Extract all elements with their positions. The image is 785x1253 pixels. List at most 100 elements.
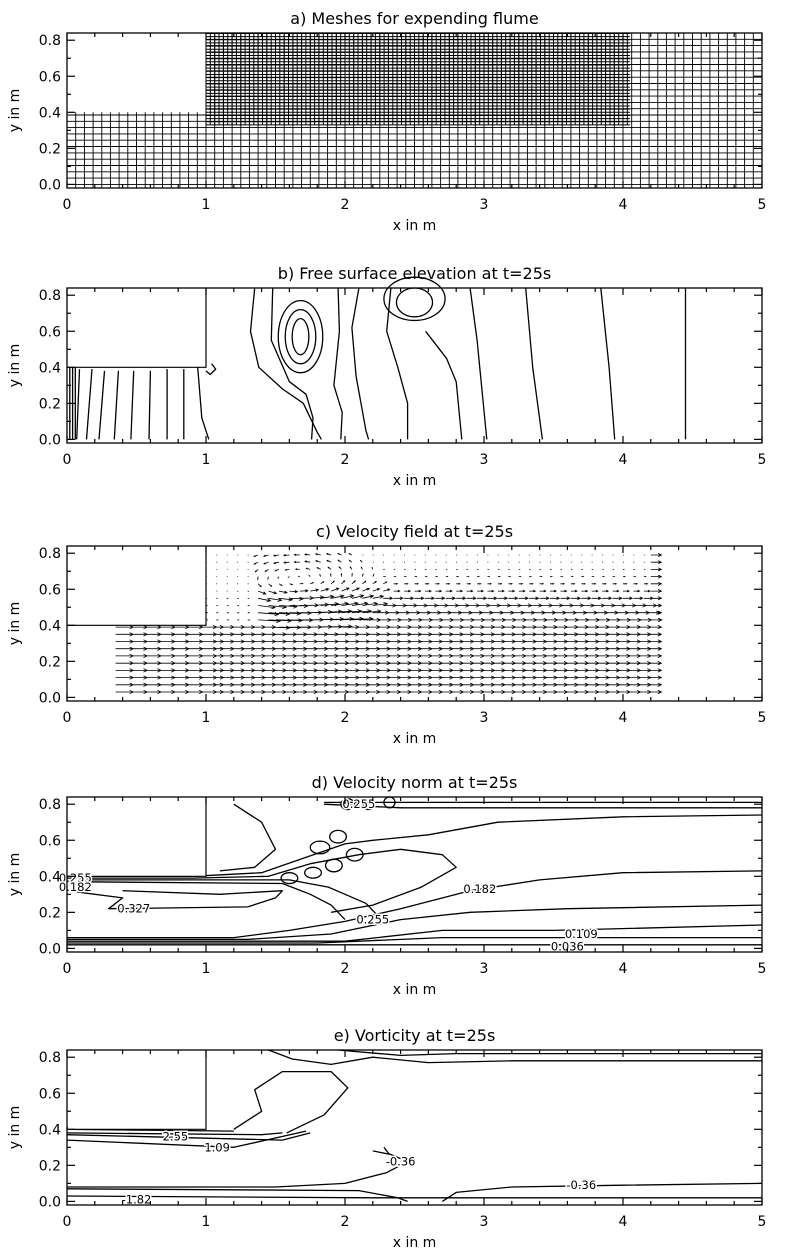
y-tick-label: 0.6 — [39, 1086, 61, 1102]
contour-line — [67, 848, 457, 913]
contour-loop — [280, 872, 299, 885]
y-tick-label: 0.4 — [39, 618, 61, 634]
x-axis-label: x in m — [393, 731, 437, 747]
contour-label: -0.36 — [566, 1178, 596, 1192]
ticks — [66, 1050, 763, 1205]
panel-e: 2.55 1.09 -0.36 -0.36 -1.82 0 1 2 3 4 5 0.0 0.2 0.4 0.… — [7, 1026, 766, 1251]
y-tick-label: 0.2 — [39, 1158, 61, 1174]
step-mask — [68, 798, 206, 877]
plot-area: 20 cm/s — [67, 546, 663, 695]
contour-line — [67, 814, 763, 877]
contour-line — [205, 363, 217, 376]
contour-label: 0.182 — [59, 880, 92, 894]
ticks — [66, 546, 763, 701]
contour-line — [67, 904, 763, 941]
y-tick-label: 0.8 — [39, 1050, 61, 1066]
ticks — [66, 33, 763, 188]
step-wall — [67, 288, 207, 368]
contour-label: -1.82 — [122, 1193, 152, 1207]
y-tick-label: 0.4 — [39, 869, 61, 885]
y-tick-label: 0.0 — [39, 690, 61, 706]
contour-line — [425, 330, 463, 440]
contour-line — [76, 369, 81, 440]
x-tick-label: 0 — [63, 1214, 72, 1230]
contour-line — [67, 1150, 409, 1188]
contour-loop — [345, 847, 364, 862]
x-axis-label: x in m — [393, 473, 437, 489]
x-tick-label: 5 — [758, 452, 767, 468]
contour-line — [351, 287, 370, 440]
contour-line — [338, 1049, 762, 1057]
x-tick-label: 2 — [341, 1214, 350, 1230]
x-tick-label: 2 — [341, 710, 350, 726]
contour-loop — [277, 299, 324, 374]
contour-line — [113, 370, 120, 440]
contour-line — [249, 287, 322, 440]
contour-loop — [309, 840, 331, 855]
plot-frame — [66, 287, 763, 444]
y-tick-label: 0.4 — [39, 1122, 61, 1138]
step-wall — [67, 1050, 207, 1130]
y-axis-label: y in m — [7, 602, 23, 646]
y-tick-label: 0.8 — [39, 797, 61, 813]
x-tick-label: 2 — [341, 961, 350, 977]
x-tick-label: 0 — [63, 452, 72, 468]
y-tick-label: 0.8 — [39, 33, 61, 49]
contour-label: 0.182 — [463, 882, 496, 896]
contour-line — [270, 287, 314, 440]
y-tick-label: 0.4 — [39, 360, 61, 376]
x-tick-label: 2 — [341, 452, 350, 468]
panel-b: 0 1 2 3 4 5 0.0 0.2 0.4 0.6 0.8 b) Free surface ele… — [7, 264, 766, 489]
panel-c: 20 cm/s 0 1 2 3 4 5 0.0 0.2 0.4 0.6 0.8 c) Velocity … — [7, 522, 766, 747]
x-tick-label: 0 — [63, 197, 72, 213]
y-tick-label: 0.2 — [39, 141, 61, 157]
panel-title: e) Vorticity at t=25s — [334, 1026, 496, 1045]
contour-line — [219, 803, 277, 872]
contour-label: 0.255 — [356, 913, 389, 927]
contour-line — [148, 370, 152, 440]
panel-d: 0.3270.2550.1820.1090.0360.2550.2550.182… — [7, 773, 766, 998]
contour-line — [525, 287, 544, 440]
y-tick-label: 0.6 — [39, 833, 61, 849]
y-tick-label: 0.0 — [39, 432, 61, 448]
velocity-vectors — [115, 553, 663, 695]
x-tick-label: 4 — [619, 961, 628, 977]
contour-label: 2.55 — [163, 1130, 189, 1144]
plot-frame — [66, 1049, 763, 1206]
contour-line — [333, 287, 343, 440]
contour-label: 1.09 — [204, 1140, 230, 1154]
x-tick-label: 1 — [202, 197, 211, 213]
y-tick-label: 0.2 — [39, 905, 61, 921]
contour-line — [66, 881, 346, 921]
contour-line — [66, 1188, 408, 1203]
contour-loop — [304, 866, 323, 879]
plot-area — [67, 276, 687, 440]
x-tick-label: 4 — [619, 1214, 628, 1230]
y-tick-label: 0.0 — [39, 1194, 61, 1210]
x-tick-label: 5 — [758, 1214, 767, 1230]
x-axis-label: x in m — [393, 1235, 437, 1251]
contour-label: 0.255 — [342, 797, 375, 811]
step-wall — [67, 546, 207, 626]
contour-loop — [340, 798, 356, 811]
contour-loop — [395, 287, 434, 318]
contour-line — [600, 287, 616, 440]
panel-title: a) Meshes for expending flume — [290, 9, 538, 28]
ticks — [66, 797, 763, 952]
contour-line — [197, 367, 210, 440]
y-tick-label: 0.6 — [39, 324, 61, 340]
contour-loop — [324, 858, 343, 873]
y-tick-label: 0.8 — [39, 546, 61, 562]
contour-loop — [383, 276, 446, 322]
step-wall — [67, 797, 207, 877]
x-axis-label: x in m — [393, 218, 437, 234]
x-tick-label: 4 — [619, 197, 628, 213]
y-tick-label: 0.8 — [39, 288, 61, 304]
step-mask — [68, 547, 206, 626]
contour-label: -0.36 — [386, 1155, 416, 1169]
plot-frame — [66, 32, 763, 189]
y-tick-label: 0.0 — [39, 941, 61, 957]
y-tick-label: 0.6 — [39, 582, 61, 598]
